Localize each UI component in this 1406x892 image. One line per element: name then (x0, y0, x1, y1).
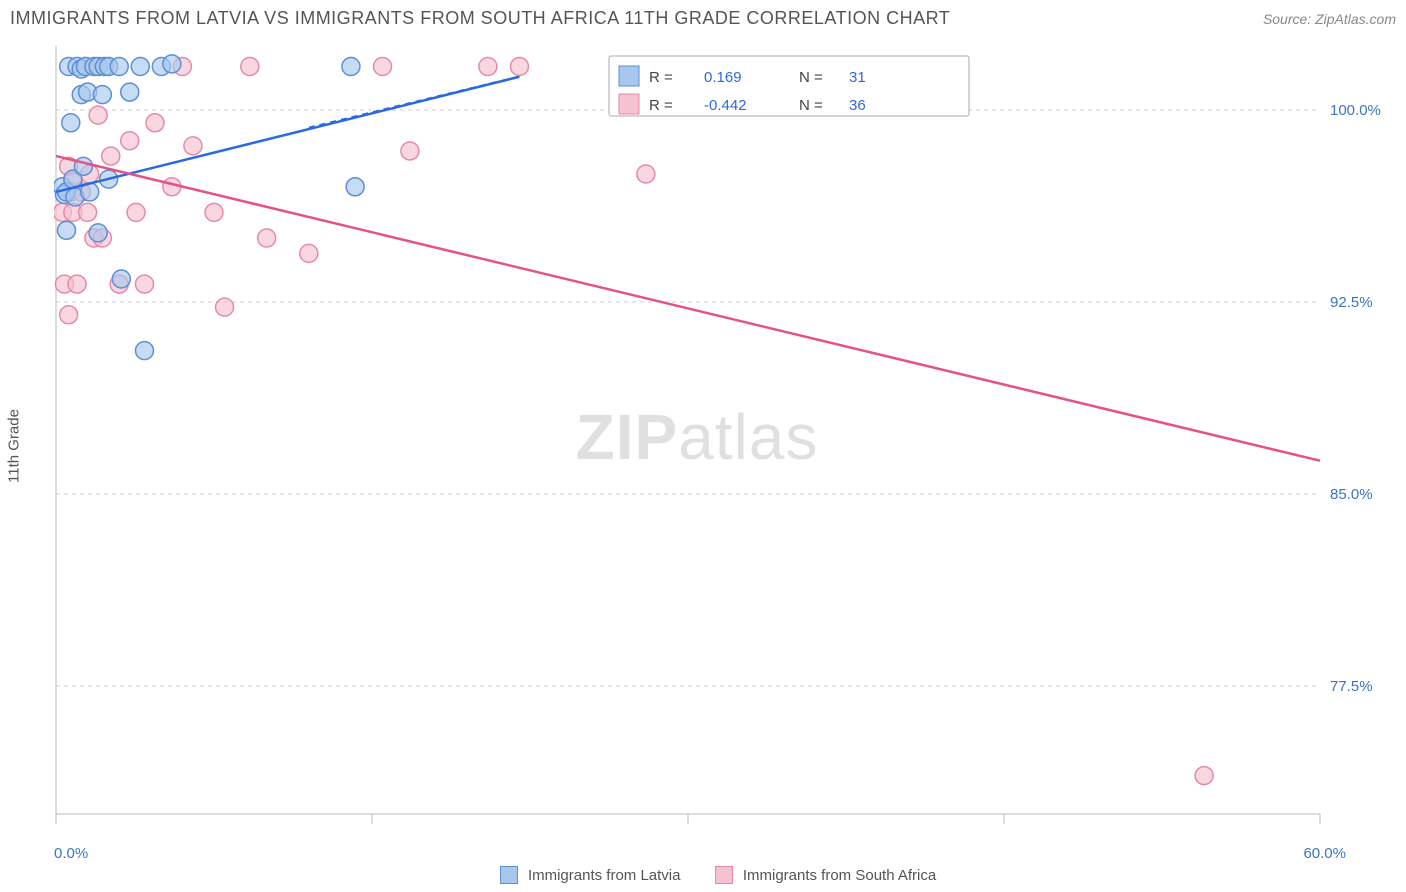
svg-text:31: 31 (849, 69, 866, 86)
bottom-legend: Immigrants from Latvia Immigrants from S… (0, 866, 1406, 884)
svg-text:0.169: 0.169 (704, 69, 742, 86)
source-label: Source: ZipAtlas.com (1263, 11, 1396, 27)
svg-text:R =: R = (649, 97, 673, 114)
chart-title: IMMIGRANTS FROM LATVIA VS IMMIGRANTS FRO… (10, 8, 950, 29)
svg-text:N =: N = (799, 97, 823, 114)
legend-label-latvia: Immigrants from Latvia (528, 867, 681, 884)
x-axis-min-label: 0.0% (54, 845, 88, 862)
svg-text:92.5%: 92.5% (1330, 294, 1373, 311)
svg-text:36: 36 (849, 97, 866, 114)
legend-swatch-southafrica (715, 866, 733, 884)
svg-text:ZIPatlas: ZIPatlas (576, 401, 819, 473)
svg-text:N =: N = (799, 69, 823, 86)
svg-text:85.0%: 85.0% (1330, 486, 1373, 503)
svg-text:-0.442: -0.442 (704, 97, 747, 114)
legend-swatch-latvia (500, 866, 518, 884)
scatter-plot: 77.5% 85.0% 92.5% 100.0% ZIPatlas R = 0.169 N =… (54, 46, 1400, 832)
svg-text:R =: R = (649, 69, 673, 86)
svg-text:77.5%: 77.5% (1330, 678, 1373, 695)
svg-text:100.0%: 100.0% (1330, 102, 1381, 119)
y-axis-label: 11th Grade (6, 409, 23, 483)
legend-label-southafrica: Immigrants from South Africa (743, 867, 936, 884)
chart-area: 77.5% 85.0% 92.5% 100.0% ZIPatlas R = 0.169 N =… (54, 46, 1400, 832)
x-axis-max-label: 60.0% (1303, 845, 1346, 862)
